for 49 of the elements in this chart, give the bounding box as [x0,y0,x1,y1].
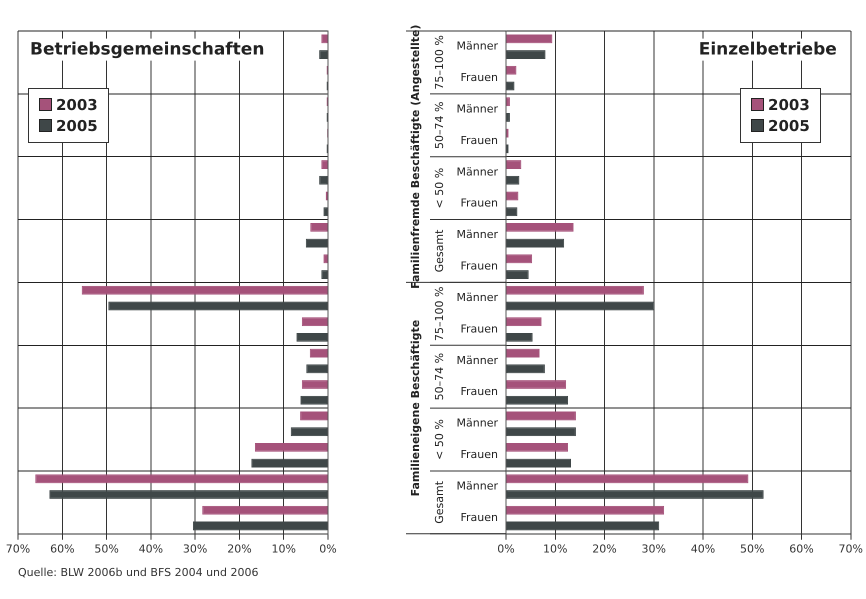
y-tick-label: Männer [456,480,498,493]
x-tick-label: 30% [642,542,666,556]
y-tick-label: Frauen [460,322,498,336]
x-tick-label: 20% [592,542,617,556]
y-tick-label: Männer [456,354,498,367]
y-tick-label: Männer [456,290,498,304]
text: Gesamt [432,480,446,524]
legend-label: 2003 [767,96,810,114]
text: Familienfremde Beschäftigte (Angestellte) [408,24,422,289]
legend-label: 2005 [55,116,98,135]
text: Einzelbetriebe [698,40,837,60]
x-tick-label: 70% [838,542,863,556]
text: < 50 % [432,419,446,460]
x-tick-label: 60% [789,542,814,556]
text: < 50 % [432,168,446,208]
y-tick-label: Frauen [460,260,498,273]
text: 75–100 % [432,35,446,90]
source-note: Quelle: BLW 2006b und BFS 2004 und 2006 [18,566,258,579]
y-tick-label: Frauen [460,134,498,147]
x-tick-label: 20% [227,542,252,556]
text: 75–100 % [432,286,446,342]
y-tick-label: Frauen [460,196,498,210]
y-tick-label: Frauen [460,70,498,84]
y-tick-label: Männer [456,102,498,116]
legend-label: 2005 [767,116,810,135]
legend-label: 2003 [55,96,98,114]
y-tick-label: Frauen [460,385,498,398]
text: 50–74 % [432,352,446,400]
y-tick-label: Männer [456,40,498,53]
x-tick-label: 0% [319,542,337,556]
x-tick-label: 40% [138,542,164,556]
x-tick-label: 0% [497,542,515,556]
y-tick-label: Männer [456,228,498,242]
x-tick-label: 50% [94,542,119,556]
x-tick-label: 40% [690,542,716,556]
y-tick-label: Frauen [460,510,498,524]
x-tick-label: 10% [543,542,568,556]
text: Familieneigene Beschäftigte [408,320,422,496]
text: Betriebsgemeinschaften [30,40,264,60]
x-tick-label: 30% [182,542,208,556]
text: 50–74 % [432,102,446,149]
x-tick-label: 50% [740,542,764,556]
text: Gesamt [432,228,446,272]
y-tick-label: Frauen [460,448,498,462]
x-tick-label: 10% [271,542,296,556]
x-tick-label: 70% [6,542,30,556]
y-tick-label: Männer [456,416,498,430]
x-tick-label: 60% [50,542,75,556]
y-tick-label: Männer [456,165,498,178]
